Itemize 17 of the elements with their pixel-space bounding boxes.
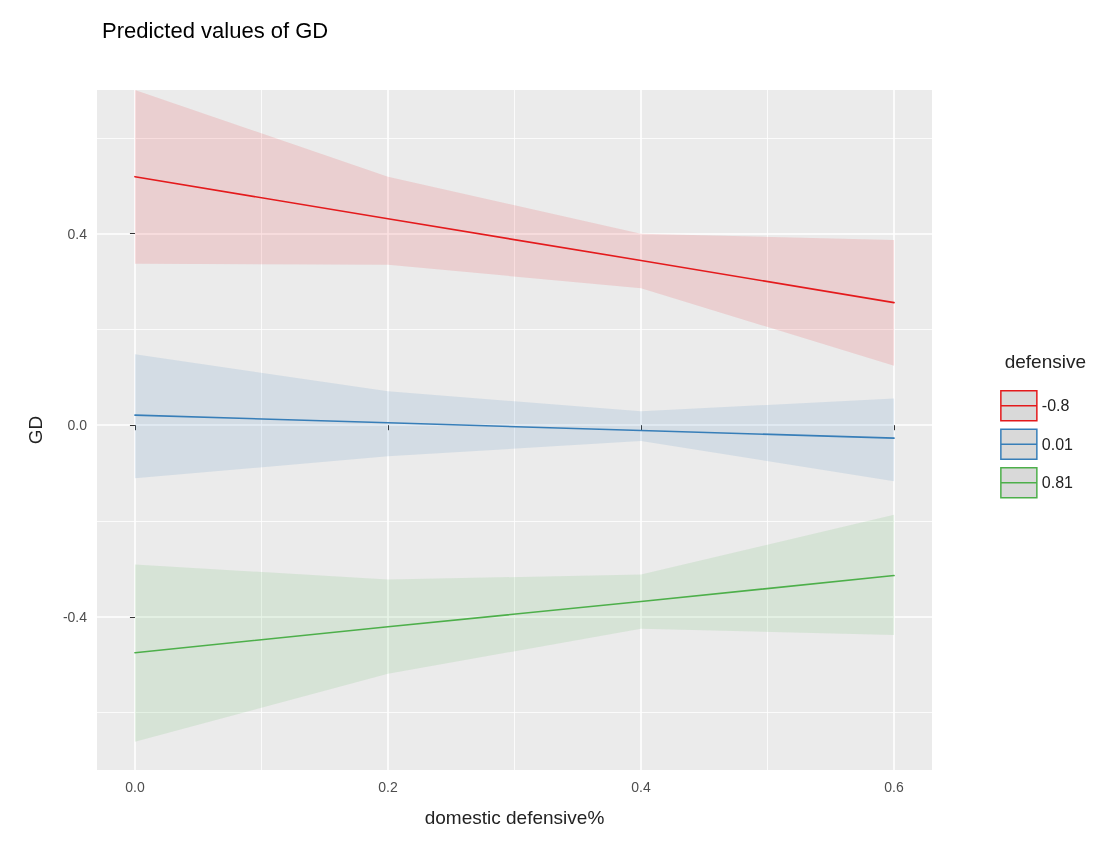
legend-title: defensive (1004, 351, 1087, 372)
y-tick-label: 0.0 (67, 417, 88, 434)
x-tick-label: 0.4 (631, 779, 651, 795)
legend-label: -0.8 (1041, 397, 1070, 415)
legend-label: 0.01 (1041, 435, 1074, 453)
line-series (134, 574, 895, 654)
y-axis-title: GD (25, 415, 46, 445)
legend-label: 0.81 (1041, 474, 1074, 492)
x-tick-label: 0.2 (378, 779, 398, 795)
line-series (134, 175, 895, 304)
x-tick-label: 0.6 (884, 779, 904, 795)
y-tick-label: 0.4 (67, 225, 88, 242)
y-tick-label: -0.4 (62, 608, 88, 625)
chart-title: Predicted values of GD (102, 17, 329, 43)
line-series (134, 414, 895, 439)
x-tick-label: 0.0 (125, 779, 145, 795)
x-axis-title: domestic defensive% (424, 807, 605, 828)
